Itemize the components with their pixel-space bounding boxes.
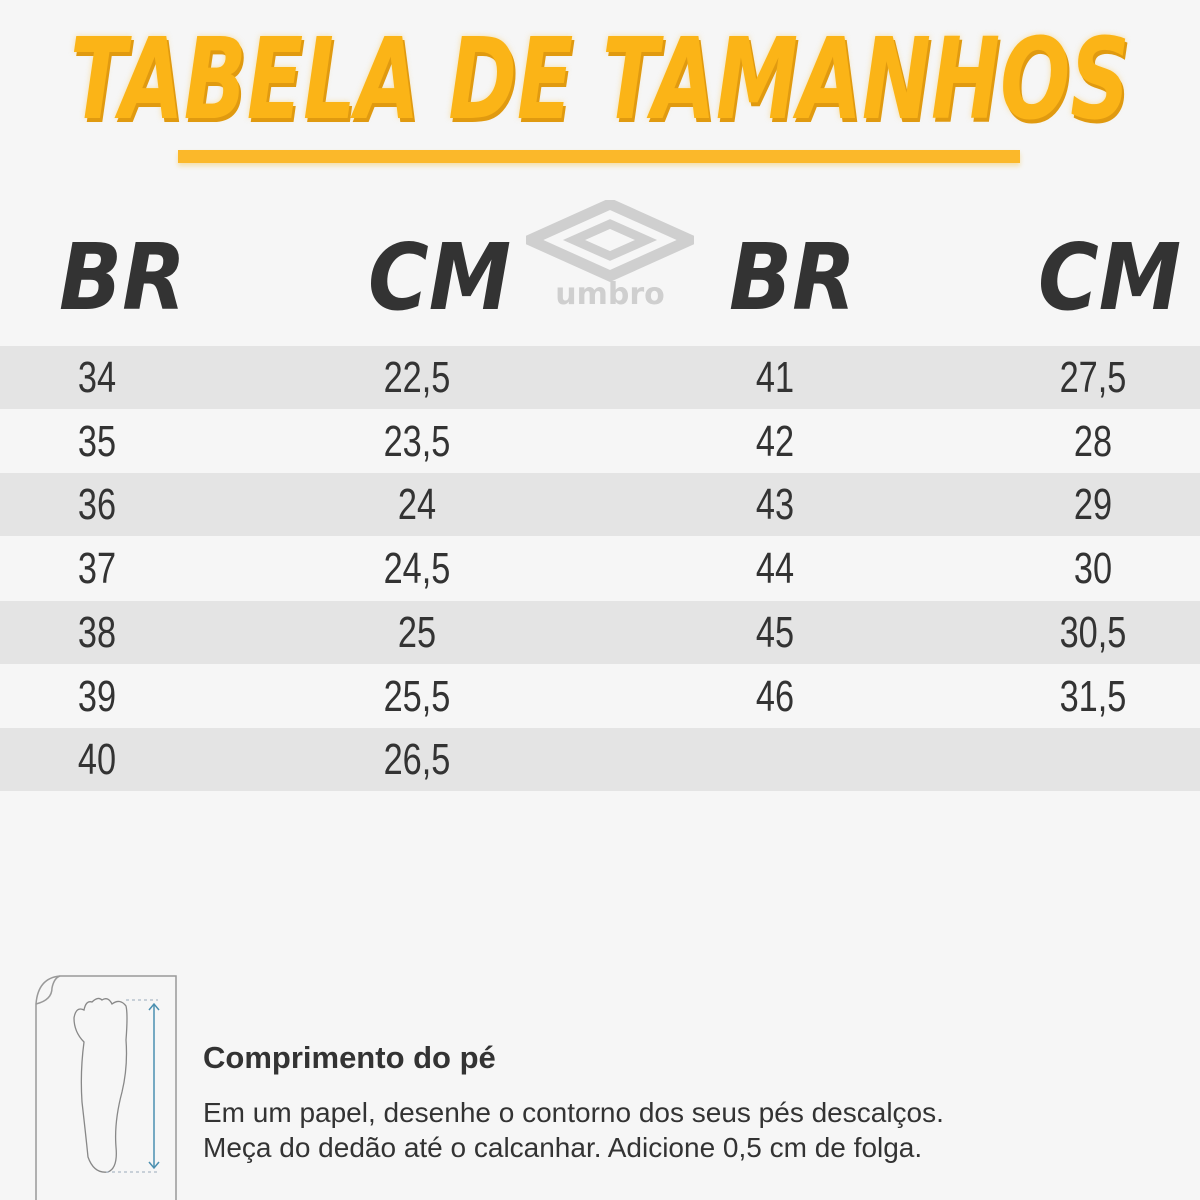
right-table-br-cell: 42: [755, 416, 795, 466]
left-table-cm-cell: 24,5: [383, 544, 451, 594]
left-table-cm-cell: 25,5: [383, 671, 451, 721]
foot-measure-icon: [35, 975, 177, 1200]
left-table-cm-cell: 22,5: [383, 353, 451, 402]
left-table-br-cell: 40: [77, 735, 117, 785]
table-row: 39 25,5 46 31,5: [0, 665, 1200, 728]
footer-line-2: Meça do dedão até o calcanhar. Adicione …: [203, 1132, 923, 1163]
right-table-cm-cell: 28: [1073, 416, 1113, 466]
right-table-br-cell: 41: [755, 353, 795, 402]
footer-title: Comprimento do pé: [203, 1040, 496, 1075]
left-table-br-cell: 34: [77, 353, 117, 402]
table-row: 37 24,5 44 30: [0, 537, 1200, 600]
left-table-br-cell: 38: [77, 607, 117, 657]
right-table-cm-cell: 30,5: [1059, 607, 1127, 657]
left-table-cm-cell: 25: [397, 607, 437, 657]
left-table-br-cell: 39: [77, 671, 117, 721]
table-row: 35 23,5 42 28: [0, 410, 1200, 473]
title-area: TABELA DE TAMANHOS: [0, 18, 1200, 148]
header-br-left: BR: [59, 224, 186, 331]
footer-instructions: Em um papel, desenhe o contorno dos seus…: [203, 1095, 944, 1165]
footer-line-1: Em um papel, desenhe o contorno dos seus…: [203, 1097, 944, 1128]
left-table-br-cell: 36: [77, 480, 117, 530]
brand-text: umbro: [555, 277, 665, 310]
right-table-cm-cell: 31,5: [1059, 671, 1127, 721]
header-br-right: BR: [729, 224, 856, 331]
right-table-cm-cell: 29: [1073, 480, 1113, 530]
left-table-cm-cell: 24: [397, 480, 437, 530]
left-table-br-cell: 35: [77, 416, 117, 466]
right-table-br-cell: 45: [755, 607, 795, 657]
header-cm-left: CM: [367, 224, 512, 331]
left-table-cm-cell: 26,5: [383, 735, 451, 785]
umbro-logo: umbro: [526, 200, 694, 310]
table-row: 38 25 45 30,5: [0, 600, 1200, 664]
right-table-cm-cell: 30: [1073, 544, 1113, 594]
left-table-cm-cell: 23,5: [383, 416, 451, 466]
table-row: 34 22,5 41 27,5: [0, 346, 1200, 409]
right-table-br-cell: 46: [755, 671, 795, 721]
table-row: 40 26,5: [0, 728, 1200, 792]
table-row: 36 24 43 29: [0, 473, 1200, 537]
right-table-br-cell: 44: [755, 544, 795, 594]
header-cm-right: CM: [1037, 224, 1182, 331]
right-table-cm-cell: 27,5: [1059, 353, 1127, 402]
right-table-br-cell: 43: [755, 480, 795, 530]
page-title: TABELA DE TAMANHOS: [70, 15, 1130, 145]
title-underline: [178, 150, 1020, 163]
left-table-br-cell: 37: [77, 544, 117, 594]
